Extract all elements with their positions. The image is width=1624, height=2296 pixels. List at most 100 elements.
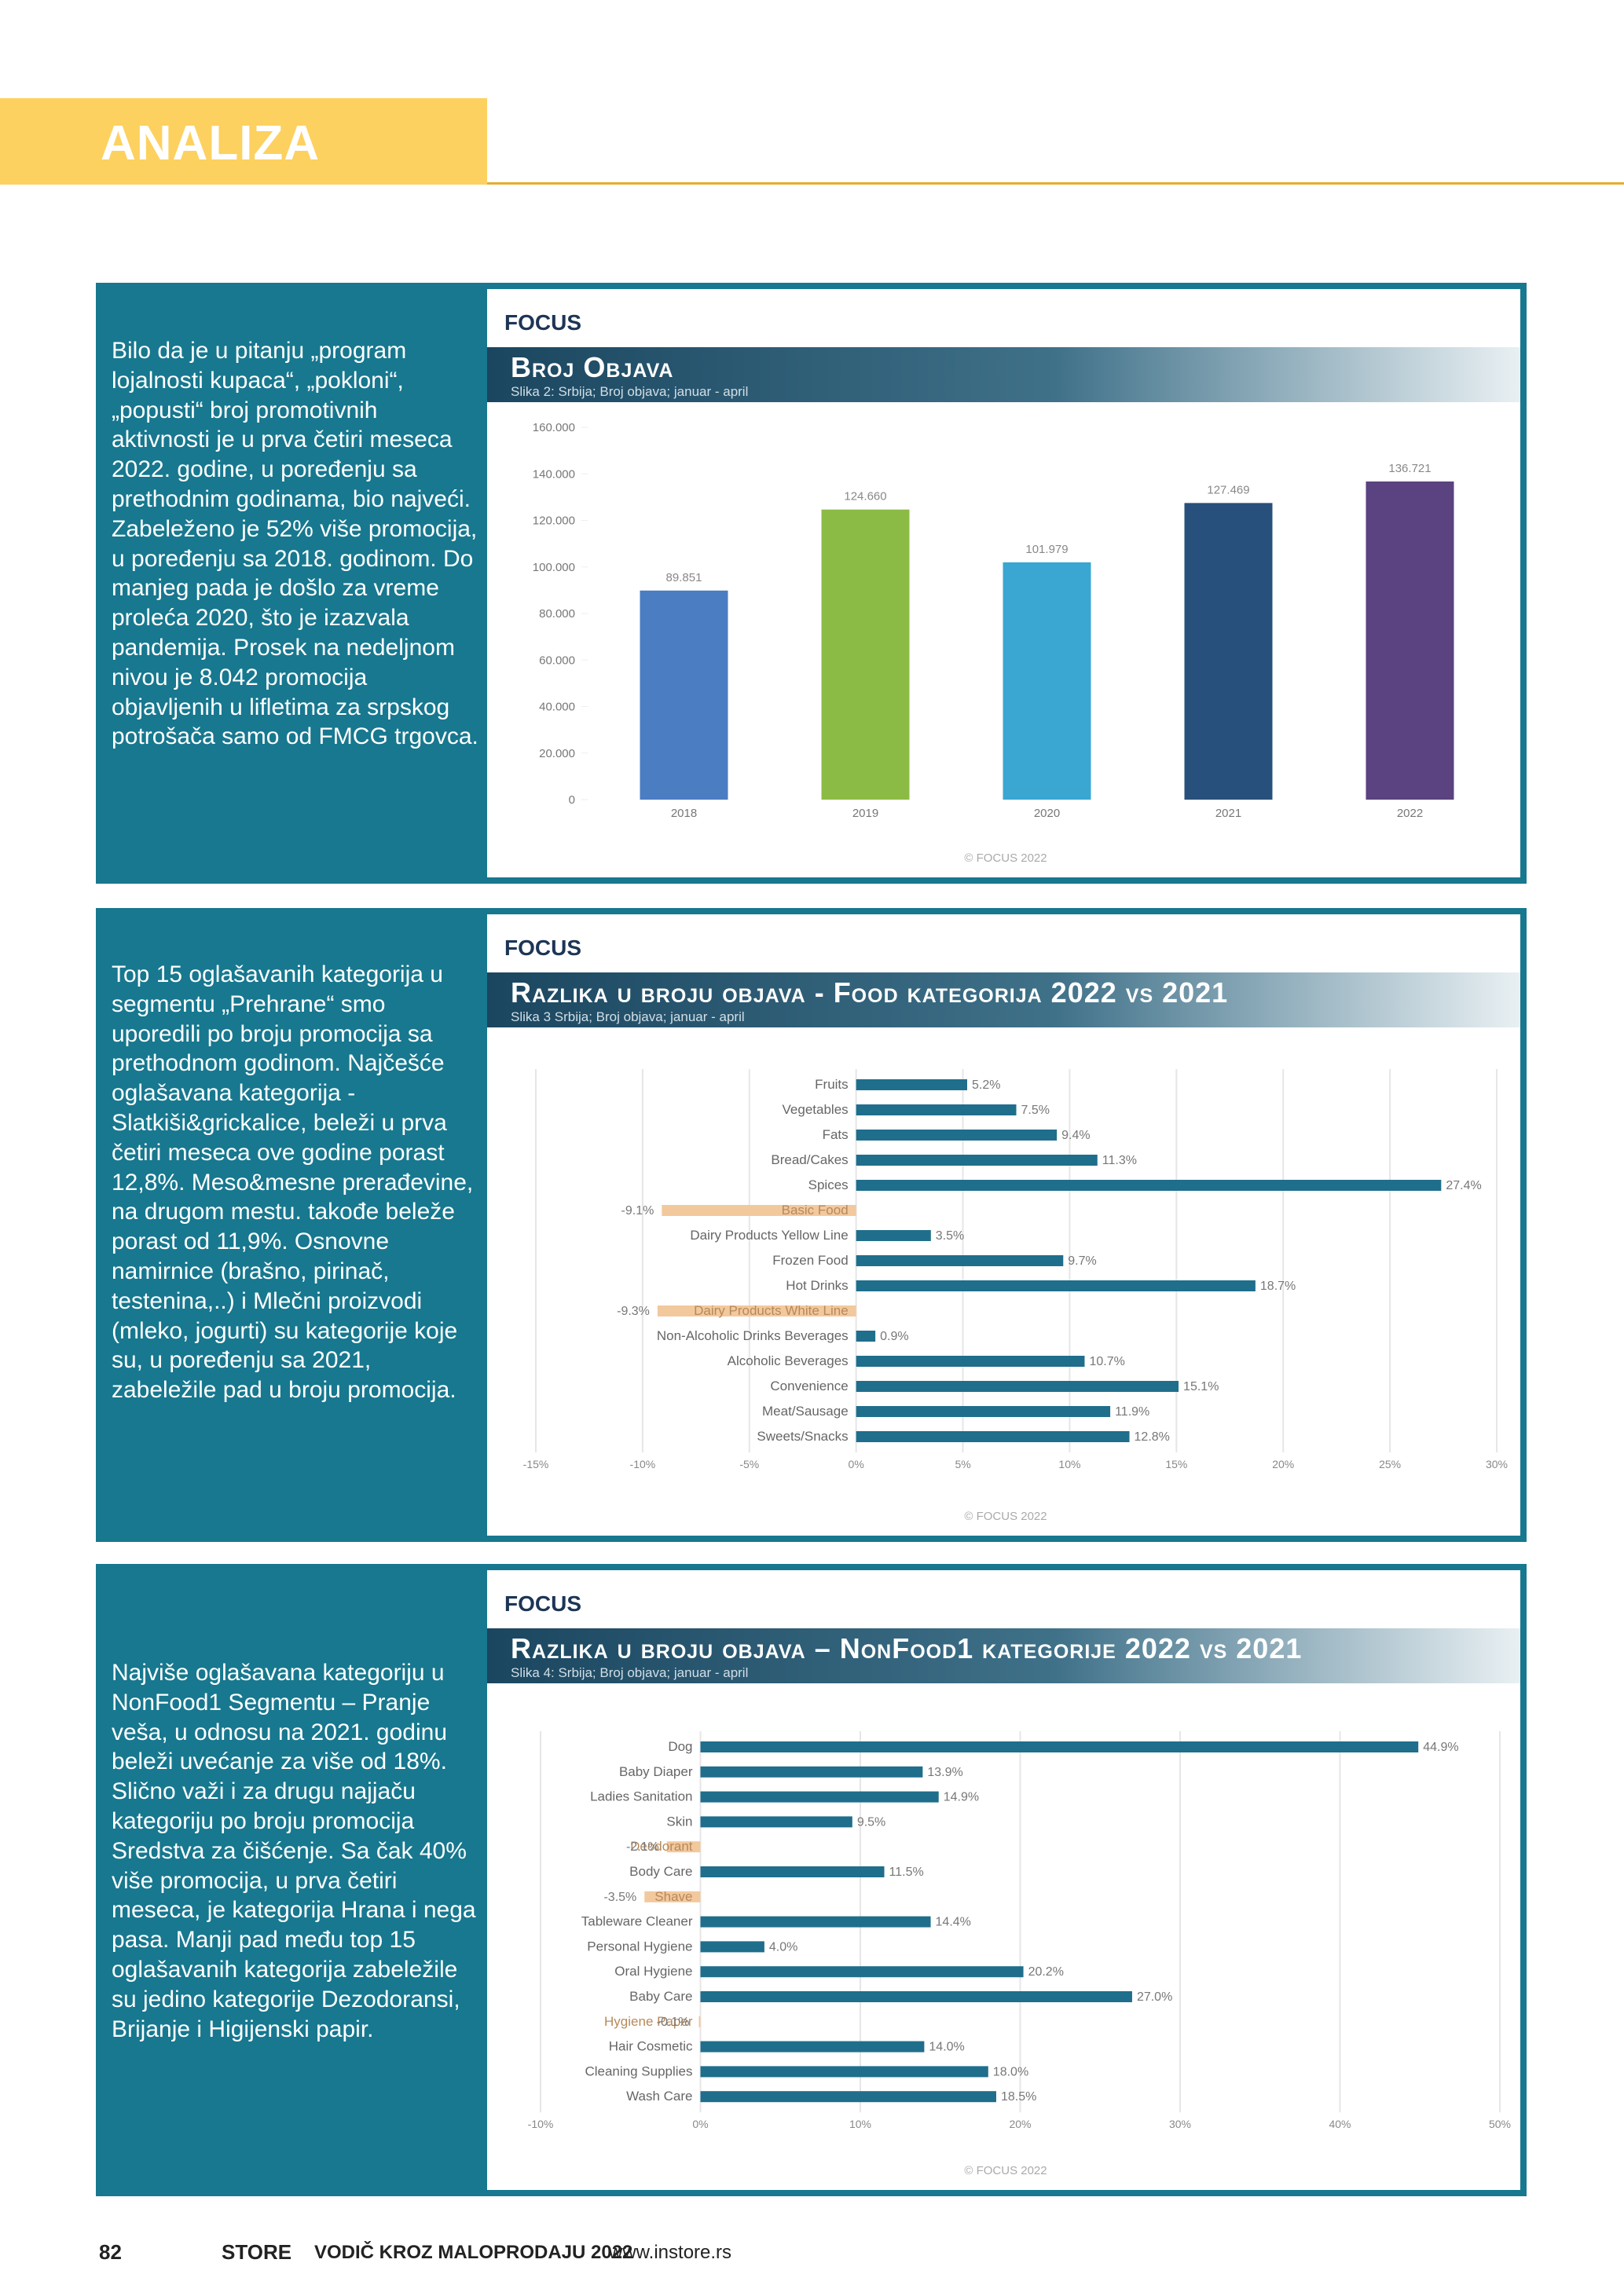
chart-title: Broj Objava bbox=[511, 351, 673, 383]
y-tick-label: 80.000 bbox=[539, 607, 575, 621]
copyright: © FOCUS 2022 bbox=[964, 851, 1047, 865]
bar bbox=[856, 1155, 1098, 1166]
value-label: 14.4% bbox=[936, 1916, 971, 1929]
bar bbox=[698, 2016, 701, 2027]
bar bbox=[856, 1255, 1064, 1266]
bar bbox=[657, 1305, 856, 1316]
x-tick-label: 10% bbox=[849, 2118, 871, 2130]
value-label: -9.3% bbox=[617, 1305, 650, 1318]
category-label: Alcoholic Beverages bbox=[728, 1353, 849, 1368]
x-tick-label: 30% bbox=[1486, 1458, 1508, 1470]
category-label: Deodorant bbox=[630, 1839, 693, 1854]
bar bbox=[1003, 562, 1091, 800]
category-label: Meat/Sausage bbox=[762, 1404, 849, 1419]
y-tick-label: 160.000 bbox=[533, 421, 575, 434]
bar bbox=[700, 1816, 852, 1828]
bar bbox=[856, 1431, 1130, 1442]
bar bbox=[856, 1104, 1017, 1115]
bar bbox=[700, 1966, 1024, 1978]
value-label: 136.721 bbox=[1388, 462, 1431, 475]
bar bbox=[700, 1741, 1419, 1752]
header-band bbox=[0, 98, 487, 185]
x-tick-label: 50% bbox=[1489, 2118, 1511, 2130]
chart-subtitle: Slika 4: Srbija; Broj objava; januar - a… bbox=[511, 1665, 748, 1680]
x-tick-label: 25% bbox=[1379, 1458, 1401, 1470]
value-label: 11.9% bbox=[1115, 1405, 1149, 1419]
category-label: Skin bbox=[666, 1814, 692, 1829]
bar bbox=[856, 1280, 1256, 1291]
category-label: Body Care bbox=[629, 1864, 692, 1879]
url: www.instore.rs bbox=[609, 2242, 732, 2263]
category-label: Cleaning Supplies bbox=[585, 2063, 692, 2078]
value-label: 101.979 bbox=[1025, 543, 1068, 556]
category-label: Shave bbox=[654, 1889, 692, 1904]
category-label: Oral Hygiene bbox=[614, 1964, 692, 1979]
value-label: 127.469 bbox=[1207, 483, 1249, 496]
title-band bbox=[487, 972, 1520, 1027]
bar bbox=[700, 2091, 996, 2103]
value-label: 14.9% bbox=[944, 1791, 979, 1804]
title-band bbox=[487, 1628, 1520, 1683]
category-label: Dairy Products Yellow Line bbox=[690, 1228, 848, 1243]
category-label: Bread/Cakes bbox=[771, 1152, 848, 1167]
bar bbox=[700, 1991, 1132, 2002]
x-tick-label: 10% bbox=[1058, 1458, 1080, 1470]
category-label: Hot Drinks bbox=[786, 1278, 848, 1293]
section-title: ANALIZA bbox=[101, 116, 321, 170]
category-label: Vegetables bbox=[783, 1102, 849, 1117]
x-tick-label: 2022 bbox=[1397, 807, 1423, 820]
value-label: 4.0% bbox=[769, 1940, 797, 1954]
category-label: Hair Cosmetic bbox=[609, 2039, 693, 2054]
category-label: Frozen Food bbox=[772, 1253, 848, 1268]
brand: STORE bbox=[222, 2240, 292, 2264]
bar bbox=[856, 1356, 1085, 1367]
bar bbox=[700, 2066, 988, 2078]
copyright: © FOCUS 2022 bbox=[964, 2164, 1047, 2177]
bar bbox=[856, 1130, 1058, 1141]
x-tick-label: 20% bbox=[1009, 2118, 1031, 2130]
value-label: 0.9% bbox=[880, 1330, 908, 1343]
value-label: 18.5% bbox=[1001, 2090, 1036, 2104]
value-label: 18.0% bbox=[993, 2065, 1028, 2078]
value-label: 3.5% bbox=[936, 1229, 964, 1243]
value-label: 11.3% bbox=[1102, 1154, 1137, 1167]
value-label: 124.660 bbox=[844, 490, 886, 504]
x-tick-label: -5% bbox=[739, 1458, 759, 1470]
category-label: Dog bbox=[668, 1739, 692, 1754]
copyright: © FOCUS 2022 bbox=[964, 1510, 1047, 1523]
value-label: 5.2% bbox=[972, 1078, 1000, 1092]
value-label: 13.9% bbox=[927, 1766, 962, 1779]
category-label: Baby Diaper bbox=[619, 1764, 693, 1779]
x-tick-label: 30% bbox=[1169, 2118, 1191, 2130]
chart-subtitle: Slika 2: Srbija; Broj objava; januar - a… bbox=[511, 384, 748, 399]
chart-title: Razlika u broju objava - Food kategorija… bbox=[511, 976, 1228, 1009]
value-label: -2.1% bbox=[626, 1840, 659, 1854]
logo: FOCUS bbox=[504, 936, 581, 960]
panel: Top 15 oglašavanih kategorija u segmentu… bbox=[96, 908, 1527, 1542]
value-label: -0.1% bbox=[657, 2016, 690, 2029]
body-text: Top 15 oglašavanih kategorija u segmentu… bbox=[112, 961, 474, 1404]
value-label: 89.851 bbox=[666, 571, 702, 584]
panel: Najviše oglašavana kategoriju u NonFood1… bbox=[96, 1564, 1527, 2196]
x-tick-label: 5% bbox=[955, 1458, 970, 1470]
x-tick-label: 2019 bbox=[852, 807, 878, 820]
value-label: 11.5% bbox=[889, 1866, 924, 1879]
category-label: Spices bbox=[808, 1177, 849, 1192]
category-label: Dairy Products White Line bbox=[694, 1303, 849, 1318]
bar bbox=[856, 1180, 1442, 1191]
x-tick-label: 2021 bbox=[1215, 807, 1241, 820]
x-tick-label: -10% bbox=[630, 1458, 656, 1470]
value-label: -3.5% bbox=[603, 1891, 636, 1904]
header-rule bbox=[487, 182, 1624, 185]
y-tick-label: 120.000 bbox=[533, 514, 575, 528]
value-label: 12.8% bbox=[1135, 1430, 1170, 1444]
bar bbox=[1184, 503, 1273, 800]
category-label: Sweets/Snacks bbox=[757, 1429, 848, 1444]
chart: FOCUS Razlika u broju objava - Food kateg… bbox=[487, 914, 1520, 1536]
category-label: Basic Food bbox=[782, 1203, 849, 1218]
page-number: 82 bbox=[99, 2240, 122, 2264]
value-label: 20.2% bbox=[1028, 1965, 1064, 1979]
value-label: -9.1% bbox=[621, 1204, 654, 1218]
bar bbox=[700, 1941, 764, 1953]
